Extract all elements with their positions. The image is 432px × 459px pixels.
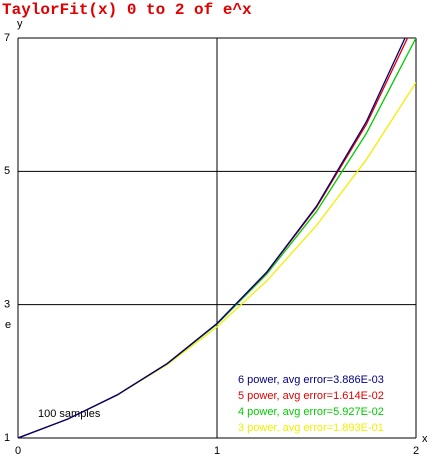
x-tick-label: 1	[214, 445, 220, 457]
chart-title: TaylorFit(x) 0 to 2 of e^x	[2, 1, 252, 19]
x-tick-label: 0	[15, 445, 21, 457]
y-tick-label: 3	[4, 299, 10, 311]
line	[18, 38, 406, 438]
legend-entry: 5 power, avg error=1.614E-02	[238, 390, 384, 402]
x-axis-label: x	[422, 433, 428, 445]
y-tick-label: 7	[4, 32, 10, 44]
legend-entry: 6 power, avg error=3.886E-03	[238, 374, 384, 386]
y-tick-label: 5	[4, 165, 10, 177]
y-axis-label: y	[17, 18, 23, 30]
y-tick-label: 1	[4, 432, 10, 444]
annotation: e	[5, 319, 11, 331]
x-tick-label: 2	[413, 445, 419, 457]
legend-entry: 4 power, avg error=5.927E-02	[238, 406, 384, 418]
legend-entry: 3 power, avg error=1.893E-01	[238, 422, 384, 434]
